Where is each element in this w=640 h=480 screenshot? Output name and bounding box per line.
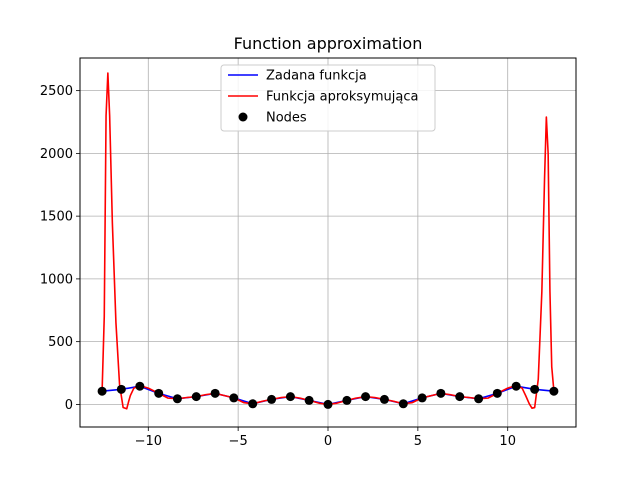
node-point [304, 395, 314, 405]
node-point [229, 393, 239, 403]
node-point [97, 386, 107, 396]
node-point [191, 392, 201, 402]
node-point [549, 386, 559, 396]
node-point [210, 388, 220, 398]
node-point [116, 384, 126, 394]
y-tick-label: 2500 [40, 84, 73, 99]
node-point [285, 392, 295, 402]
node-point [323, 399, 333, 409]
y-tick-label: 1500 [40, 210, 73, 225]
node-point [474, 394, 484, 404]
legend-label: Nodes [266, 111, 307, 126]
node-point [530, 384, 540, 394]
node-point [417, 393, 427, 403]
legend-swatch-marker [238, 112, 248, 122]
legend-box [220, 64, 436, 132]
node-point [248, 399, 258, 409]
node-point [361, 392, 371, 402]
node-point [172, 394, 182, 404]
y-tick-label: 0 [65, 398, 73, 413]
node-point [154, 388, 164, 398]
x-tick-label: −10 [135, 434, 162, 449]
y-tick-label: 2000 [40, 147, 73, 162]
y-tick-label: 1000 [40, 272, 73, 287]
x-tick-label: −5 [229, 434, 248, 449]
node-point [135, 381, 145, 391]
chart-title: Function approximation [234, 34, 423, 53]
node-point [511, 381, 521, 391]
node-point [342, 395, 352, 405]
x-tick-label: 10 [499, 434, 516, 449]
legend-label: Zadana funkcja [266, 69, 367, 84]
node-point [455, 392, 465, 402]
node-point [398, 399, 408, 409]
node-point [379, 394, 389, 404]
points-layer [97, 381, 559, 409]
legend: Zadana funkcja Funkcja aproksymująca Nodes [220, 64, 436, 132]
legend-label: Funkcja aproksymująca [266, 90, 418, 105]
node-point [436, 388, 446, 398]
node-point [492, 388, 502, 398]
y-tick-label: 500 [48, 335, 73, 350]
axis-ticks: −10 −5 0 5 10 0 500 1000 1500 2000 2500 [40, 84, 516, 449]
x-tick-label: 5 [414, 434, 422, 449]
x-tick-label: 0 [324, 434, 332, 449]
node-point [267, 394, 277, 404]
